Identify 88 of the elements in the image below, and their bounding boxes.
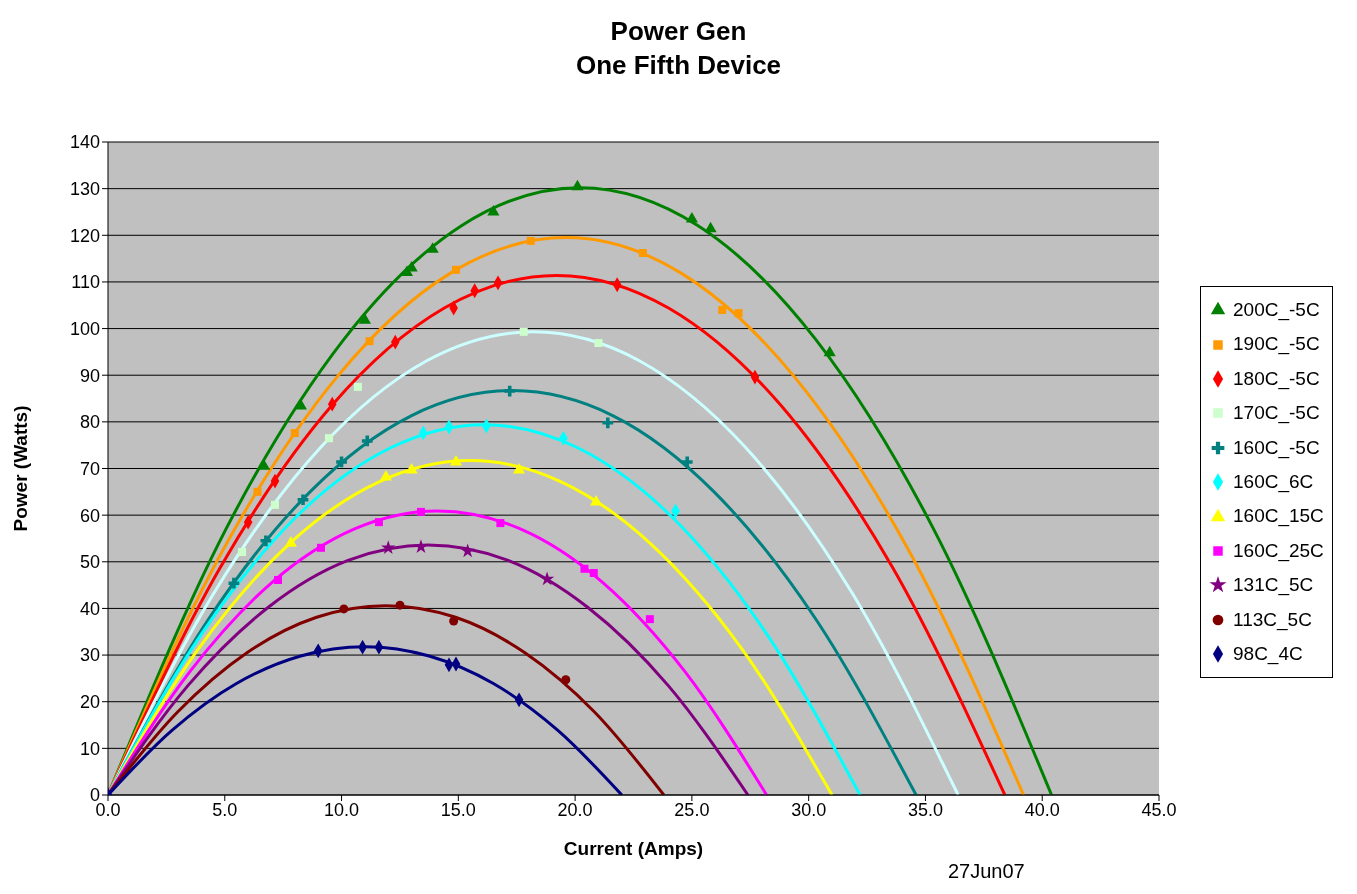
point xyxy=(512,462,526,474)
x-tick-label: 40.0 xyxy=(1024,799,1060,820)
point xyxy=(602,417,614,429)
point xyxy=(238,547,247,556)
point xyxy=(734,309,743,318)
point xyxy=(638,249,647,258)
point xyxy=(228,577,240,589)
point xyxy=(339,604,349,614)
legend-label: 170C_-5C xyxy=(1233,401,1320,426)
x-tick-label: 10.0 xyxy=(324,799,360,820)
y-tick-label: 70 xyxy=(79,458,100,479)
point xyxy=(365,337,374,346)
chart-title: Power Gen xyxy=(609,15,748,48)
legend-label: 160C_15C xyxy=(1233,504,1324,529)
y-tick-label: 90 xyxy=(79,365,100,386)
chart-subtitle: One Fifth Device xyxy=(574,49,783,82)
point xyxy=(381,540,396,554)
point xyxy=(284,536,297,547)
x-tick-label: 20.0 xyxy=(557,799,593,820)
legend-label: 131C_5C xyxy=(1233,573,1314,598)
line-series xyxy=(108,330,960,795)
point xyxy=(353,382,362,391)
point xyxy=(449,616,459,626)
point xyxy=(336,456,347,468)
y-tick-label: 120 xyxy=(69,225,100,246)
point xyxy=(580,564,589,573)
point xyxy=(395,600,405,610)
point xyxy=(561,675,571,685)
point xyxy=(317,543,325,552)
point xyxy=(704,221,717,233)
x-axis-title: Current (Amps) xyxy=(563,838,704,859)
point xyxy=(358,313,371,324)
y-tick-label: 50 xyxy=(79,552,100,573)
legend-label: 200C_-5C xyxy=(1233,298,1320,323)
point xyxy=(460,543,475,558)
y-tick-label: 40 xyxy=(79,598,100,619)
point xyxy=(374,518,383,527)
point xyxy=(260,535,272,547)
point xyxy=(361,435,373,447)
point xyxy=(526,236,535,245)
point xyxy=(645,615,654,624)
point xyxy=(519,327,528,336)
y-tick-label: 100 xyxy=(69,318,100,339)
text: 27Jun07 xyxy=(948,860,1025,883)
x-tick-label: 5.0 xyxy=(212,799,238,820)
point xyxy=(823,345,836,357)
y-tick-label: 140 xyxy=(69,132,100,153)
legend-label: 160C_-5C xyxy=(1233,435,1320,461)
point xyxy=(405,462,418,474)
point xyxy=(253,487,262,496)
point xyxy=(571,179,584,191)
y-tick-label: 10 xyxy=(79,738,100,759)
point xyxy=(274,575,283,584)
x-tick-label: 15.0 xyxy=(440,799,476,820)
y-tick-label: 30 xyxy=(79,645,100,666)
point xyxy=(416,507,425,516)
x-tick-label: 25.0 xyxy=(674,799,710,820)
point xyxy=(487,204,500,216)
y-tick-label: 80 xyxy=(79,412,100,433)
point xyxy=(452,265,460,274)
x-tick-label: 45.0 xyxy=(1141,799,1177,820)
point xyxy=(681,456,693,468)
legend-label: 160C_25C xyxy=(1233,538,1324,564)
point xyxy=(297,494,309,506)
line-series xyxy=(108,604,666,795)
legend-label: 190C_-5C xyxy=(1233,332,1320,357)
point xyxy=(379,469,393,481)
point xyxy=(290,429,299,438)
point xyxy=(426,242,439,253)
y-axis-title: Power (Watts) xyxy=(9,405,31,532)
y-tick-label: 110 xyxy=(71,272,100,293)
point xyxy=(324,434,333,443)
point xyxy=(539,571,555,586)
point xyxy=(504,385,516,397)
legend-label: 113C_5C xyxy=(1233,607,1312,633)
y-tick-label: 20 xyxy=(79,692,100,713)
point xyxy=(270,500,279,509)
point xyxy=(496,519,505,528)
legend-label: 160C_6C xyxy=(1233,470,1314,495)
point xyxy=(718,305,727,314)
y-tick-label: 60 xyxy=(79,505,100,526)
point xyxy=(589,568,598,577)
point xyxy=(594,339,603,348)
legend-label: 180C_-5C xyxy=(1233,366,1320,392)
x-tick-label: 30.0 xyxy=(791,799,827,820)
legend-label: 98C_4C xyxy=(1233,642,1303,667)
y-tick-label: 130 xyxy=(69,179,100,200)
x-tick-label: 35.0 xyxy=(907,799,943,820)
